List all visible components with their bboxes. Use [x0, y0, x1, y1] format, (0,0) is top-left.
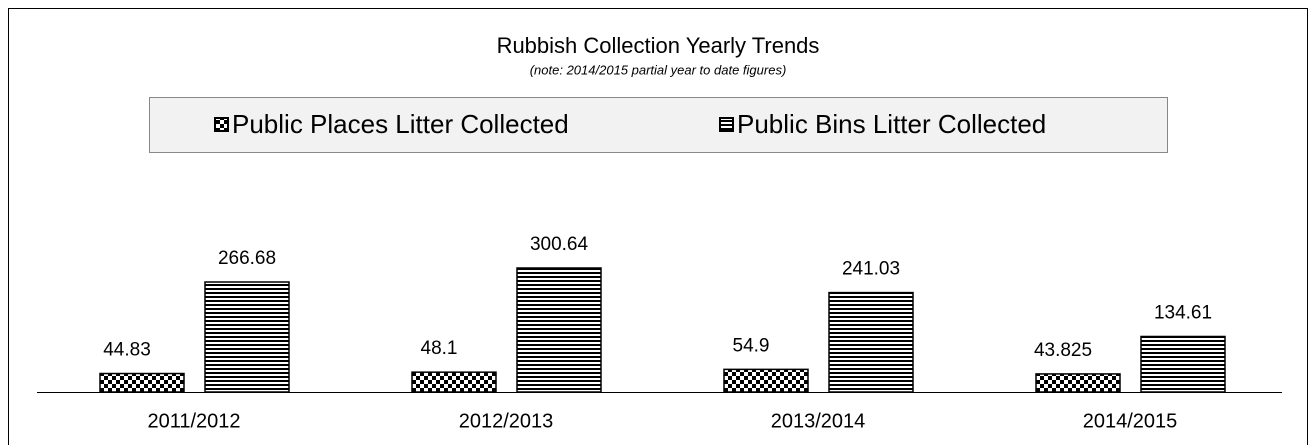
data-label: 134.61 — [1154, 302, 1212, 323]
chart-title: Rubbish Collection Yearly Trends — [497, 33, 820, 58]
legend-label: Public Bins Litter Collected — [737, 109, 1046, 139]
bar — [516, 267, 602, 393]
bar — [1140, 335, 1226, 393]
legend-marker — [719, 117, 734, 132]
data-label: 266.68 — [218, 248, 276, 269]
data-label: 48.1 — [421, 338, 458, 359]
bar — [723, 368, 809, 393]
x-tick-label: 2011/2012 — [147, 410, 240, 432]
data-label: 300.64 — [530, 234, 589, 255]
data-label: 54.9 — [733, 335, 770, 356]
legend-marker — [214, 117, 229, 132]
bar — [1035, 373, 1121, 393]
x-tick-label: 2012/2013 — [459, 410, 554, 432]
chart-subtitle: (note: 2014/2015 partial year to date fi… — [530, 62, 787, 77]
bar — [204, 281, 290, 393]
bar — [828, 291, 914, 393]
bar — [411, 371, 497, 393]
legend-label: Public Places Litter Collected — [232, 109, 569, 139]
x-tick-label: 2014/2015 — [1083, 410, 1178, 432]
bar — [99, 372, 185, 393]
data-label: 44.83 — [103, 340, 151, 361]
legend-box — [149, 97, 1168, 153]
x-tick-label: 2013/2014 — [771, 410, 866, 432]
data-label: 43.825 — [1034, 340, 1092, 361]
data-label: 241.03 — [842, 259, 900, 280]
